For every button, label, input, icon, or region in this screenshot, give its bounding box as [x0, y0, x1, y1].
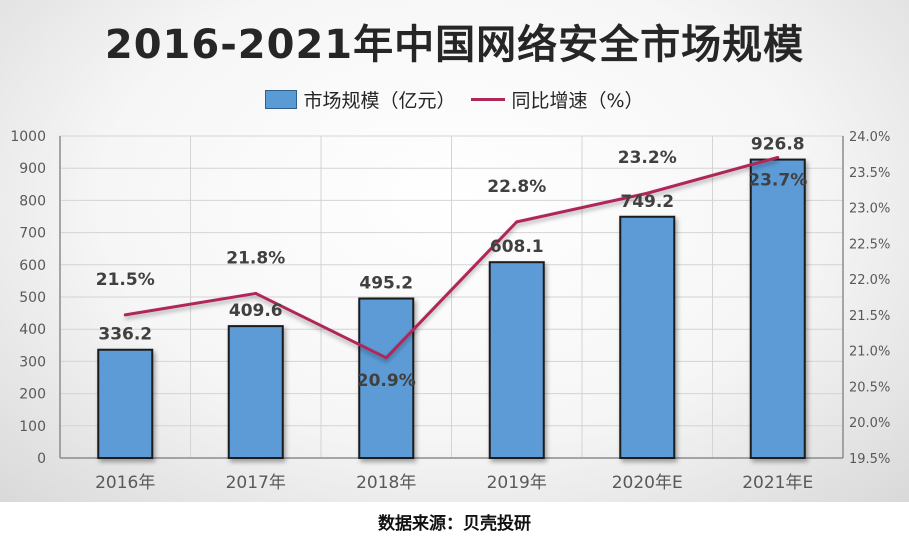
chart-title: 2016-2021年中国网络安全市场规模 [104, 22, 805, 68]
legend-item-bar: 市场规模（亿元） [265, 86, 455, 113]
bar-value-label: 608.1 [490, 237, 544, 257]
bar-value-label: 926.8 [751, 135, 805, 155]
growth-point [645, 191, 649, 195]
growth-value-label: 21.8% [226, 248, 285, 268]
growth-value-label: 21.5% [96, 270, 155, 290]
y-tick-label: 800 [19, 193, 46, 209]
chart-plot: 0 100 200 300 400 500 600 700 800 900 1000 19.5% 20.… [10, 129, 890, 493]
y-tick-label: 200 [19, 387, 46, 403]
bar [749, 158, 806, 459]
y2-tick-label: 21.0% [849, 345, 890, 360]
growth-point [515, 220, 519, 224]
bar [619, 215, 676, 459]
legend-label-bar: 市场规模（亿元） [303, 90, 456, 112]
growth-point [384, 356, 388, 360]
y-tick-label: 300 [19, 354, 46, 370]
x-tick-label: 2018年 [356, 473, 416, 493]
bar [227, 325, 284, 459]
bar-value-label: 749.2 [620, 192, 674, 212]
x-tick-label: 2019年 [487, 473, 547, 493]
y2-tick-label: 22.0% [849, 273, 890, 288]
growth-point [776, 155, 780, 159]
y-tick-label: 0 [37, 451, 46, 467]
bar [97, 348, 154, 459]
y2-tick-label: 19.5% [849, 452, 890, 467]
bar-value-label: 336.2 [98, 325, 152, 345]
y-tick-label: 700 [19, 226, 46, 242]
bar [358, 297, 415, 459]
y-tick-label: 500 [19, 290, 46, 306]
source-note: 数据来源：贝壳投研 [378, 514, 531, 534]
y-tick-label: 600 [19, 258, 46, 274]
bar-value-label: 495.2 [359, 274, 413, 294]
chart-legend: 市场规模（亿元） 同比增速（%） [0, 86, 909, 113]
x-tick-label: 2020年E [612, 473, 683, 493]
legend-label-line: 同比增速（%） [511, 90, 644, 112]
y-tick-label: 1000 [10, 129, 46, 145]
growth-value-label: 23.7% [748, 170, 807, 190]
y2-tick-label: 23.0% [849, 202, 890, 217]
legend-item-line: 同比增速（%） [471, 86, 644, 113]
y2-tick-label: 20.0% [849, 416, 890, 431]
y2-tick-label: 23.5% [849, 166, 890, 181]
legend-swatch-line [471, 98, 506, 101]
y2-tick-label: 24.0% [849, 130, 890, 145]
growth-line [125, 156, 779, 360]
legend-swatch-bar [265, 90, 298, 109]
bar-value-label: 409.6 [229, 301, 283, 321]
y-tick-label: 900 [19, 161, 46, 177]
growth-value-label: 23.2% [618, 148, 677, 168]
y2-tick-label: 20.5% [849, 380, 890, 395]
growth-value-label: 20.9% [357, 371, 416, 391]
x-tick-label: 2017年 [226, 473, 286, 493]
y-tick-label: 100 [19, 419, 46, 435]
y2-tick-label: 22.5% [849, 237, 890, 252]
x-tick-label: 2021年E [742, 473, 813, 493]
growth-point [123, 313, 127, 317]
growth-value-label: 22.8% [487, 177, 546, 197]
y-tick-label: 400 [19, 322, 46, 338]
growth-point [254, 291, 258, 295]
bar [488, 261, 545, 459]
y2-tick-label: 21.5% [849, 309, 890, 324]
x-tick-label: 2016年 [95, 473, 155, 493]
